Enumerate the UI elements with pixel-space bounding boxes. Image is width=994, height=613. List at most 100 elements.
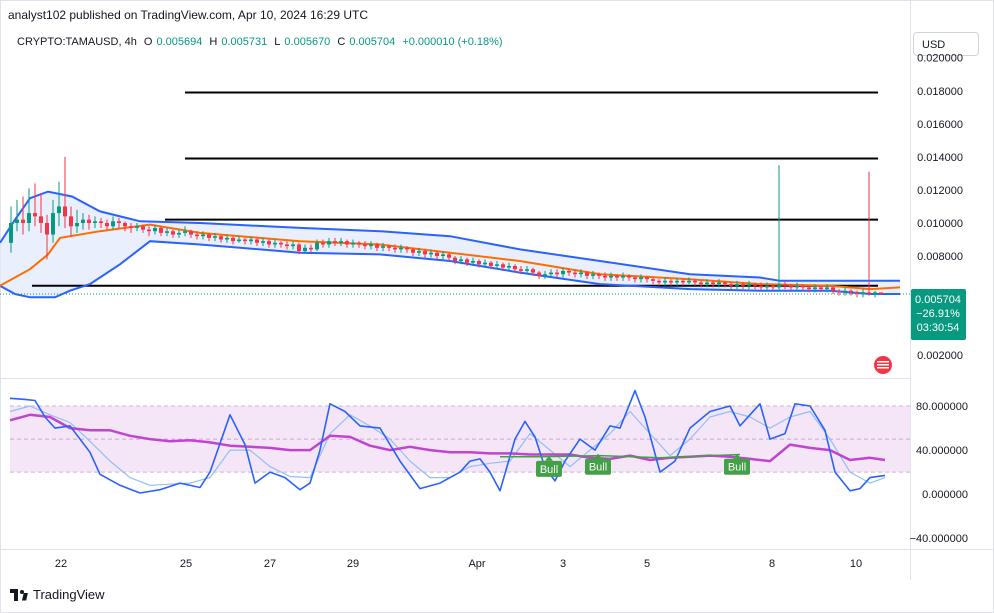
attribution-text: analyst102 published on TradingView.com,… xyxy=(8,8,369,22)
candle-body xyxy=(399,247,403,250)
candle xyxy=(417,247,421,257)
candle xyxy=(843,287,847,296)
candle-body xyxy=(507,265,511,268)
candle xyxy=(159,226,163,237)
candle xyxy=(321,239,325,248)
candle-body xyxy=(855,292,859,295)
candle-body xyxy=(663,280,667,283)
oscillator-axis-tick: 40.000000 xyxy=(916,445,968,457)
candle xyxy=(453,256,457,265)
candle xyxy=(675,277,679,286)
candle-body xyxy=(477,260,481,265)
candle-body xyxy=(747,284,751,286)
candle xyxy=(147,226,151,237)
candle xyxy=(687,277,691,285)
candle xyxy=(267,239,271,248)
time-axis-tick: 10 xyxy=(850,558,862,570)
candle xyxy=(177,229,181,238)
candle xyxy=(531,267,535,276)
candle xyxy=(339,237,343,247)
candle-body xyxy=(435,252,439,257)
candle-body xyxy=(327,241,331,245)
candle-body xyxy=(609,275,613,278)
low-label: L xyxy=(274,36,281,48)
bull-label-text: Bull xyxy=(728,462,746,474)
candle xyxy=(189,229,193,238)
price-axis-tick: 0.014000 xyxy=(917,152,963,164)
open-label: O xyxy=(143,36,153,48)
bull-label-bg xyxy=(536,460,562,477)
candle-body xyxy=(309,247,313,250)
candle xyxy=(309,244,313,253)
candle-body xyxy=(15,219,19,223)
candle-body xyxy=(129,226,133,228)
price-pane xyxy=(0,91,910,299)
bull-label: Bull xyxy=(724,453,750,475)
price-axis[interactable]: 0.020000 0.018000 0.016000 0.014000 0.012000… xyxy=(917,53,963,362)
candle-body xyxy=(381,246,385,248)
candle xyxy=(543,270,547,280)
candle-body xyxy=(591,274,595,276)
candle xyxy=(657,279,661,286)
candle xyxy=(255,237,259,247)
candle-body xyxy=(597,274,601,276)
candle-body xyxy=(849,290,853,293)
candle xyxy=(747,280,751,290)
candle xyxy=(759,282,763,291)
candle xyxy=(375,242,379,252)
candle-body xyxy=(339,241,343,243)
candle-body xyxy=(21,219,25,223)
candle xyxy=(231,236,235,245)
candle-body xyxy=(459,259,463,261)
candle-body xyxy=(333,241,337,243)
candle xyxy=(123,221,127,232)
candle xyxy=(579,269,583,278)
candle-body xyxy=(819,287,823,290)
tradingview-logo-text: TradingView xyxy=(33,587,105,602)
flag-icon[interactable] xyxy=(874,356,892,374)
price-axis-tick: 0.020000 xyxy=(917,53,963,65)
candle-body xyxy=(447,254,451,258)
candle xyxy=(471,257,475,266)
candle xyxy=(195,231,199,240)
bollinger-fill xyxy=(0,191,900,298)
candle-body xyxy=(657,280,661,283)
candle xyxy=(615,274,619,281)
candle-body xyxy=(33,213,37,217)
candle xyxy=(171,229,175,238)
bull-label: Bull xyxy=(536,455,562,477)
candle-body xyxy=(693,280,697,283)
candle xyxy=(225,234,229,243)
candle-body xyxy=(621,275,625,278)
candle xyxy=(57,181,61,227)
candle xyxy=(765,282,769,291)
candle xyxy=(213,232,217,242)
time-axis[interactable]: 22 25 27 29 Apr 3 5 8 10 xyxy=(55,558,862,570)
candle xyxy=(297,242,301,255)
candle xyxy=(63,156,67,228)
candle-body xyxy=(51,213,55,235)
candle-body xyxy=(153,227,157,232)
candle xyxy=(501,262,505,271)
candle xyxy=(507,262,511,271)
candle-body xyxy=(369,244,373,247)
candle xyxy=(27,188,31,232)
oscillator-axis-tick: −40.000000 xyxy=(910,533,968,545)
candle xyxy=(807,285,811,293)
candle xyxy=(627,274,631,281)
time-axis-tick: 22 xyxy=(55,558,67,570)
oscillator-axis[interactable]: 80.000000 40.000000 0.000000 −40.000000 xyxy=(910,401,968,545)
currency-button[interactable]: USD xyxy=(913,32,979,56)
candle xyxy=(405,246,409,253)
candle xyxy=(435,251,439,260)
candle xyxy=(621,272,625,281)
symbol-name[interactable]: CRYPTO:TAMAUSD, 4h xyxy=(17,36,137,48)
bollinger-upper-line xyxy=(0,190,900,282)
candle xyxy=(9,206,13,253)
tradingview-logo[interactable]: TradingView xyxy=(10,587,105,602)
price-axis-tick: 0.012000 xyxy=(917,185,963,197)
candle xyxy=(483,259,487,268)
candle xyxy=(15,199,19,232)
time-axis-divider xyxy=(0,549,994,550)
